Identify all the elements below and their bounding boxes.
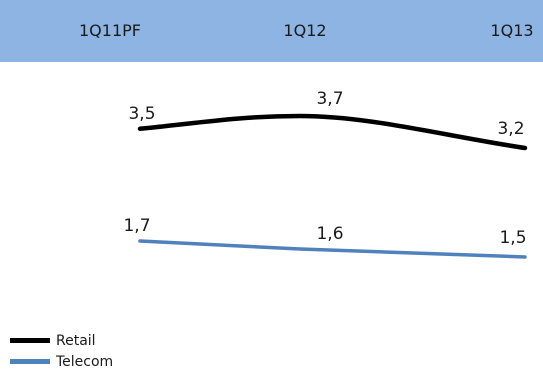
data-label-retail-1: 3,7: [316, 89, 343, 109]
category-axis-labels: 1Q11PF 1Q12 1Q13: [79, 21, 534, 40]
legend-label-telecom: Telecom: [56, 353, 114, 370]
legend-item-retail: Retail: [10, 330, 113, 351]
legend: Retail Telecom: [10, 330, 113, 372]
category-label-2: 1Q13: [490, 21, 533, 40]
category-header-band: [0, 0, 543, 62]
series-layer: [137, 113, 528, 259]
series-line-retail: [137, 113, 528, 151]
legend-swatch-telecom: [10, 359, 50, 364]
data-label-telecom-1: 1,6: [316, 224, 343, 244]
data-label-telecom-0: 1,7: [123, 216, 150, 236]
data-labels: 3,5 3,7 3,2 1,7 1,6 1,5: [123, 89, 526, 248]
legend-label-retail: Retail: [56, 332, 96, 349]
data-label-retail-2: 3,2: [497, 119, 524, 139]
legend-item-telecom: Telecom: [10, 351, 113, 372]
legend-swatch-retail: [10, 338, 50, 343]
series-line-telecom: [138, 239, 527, 259]
data-label-retail-0: 3,5: [128, 104, 155, 124]
category-label-1: 1Q12: [283, 21, 326, 40]
category-label-0: 1Q11PF: [79, 21, 141, 40]
data-label-telecom-2: 1,5: [499, 228, 526, 248]
